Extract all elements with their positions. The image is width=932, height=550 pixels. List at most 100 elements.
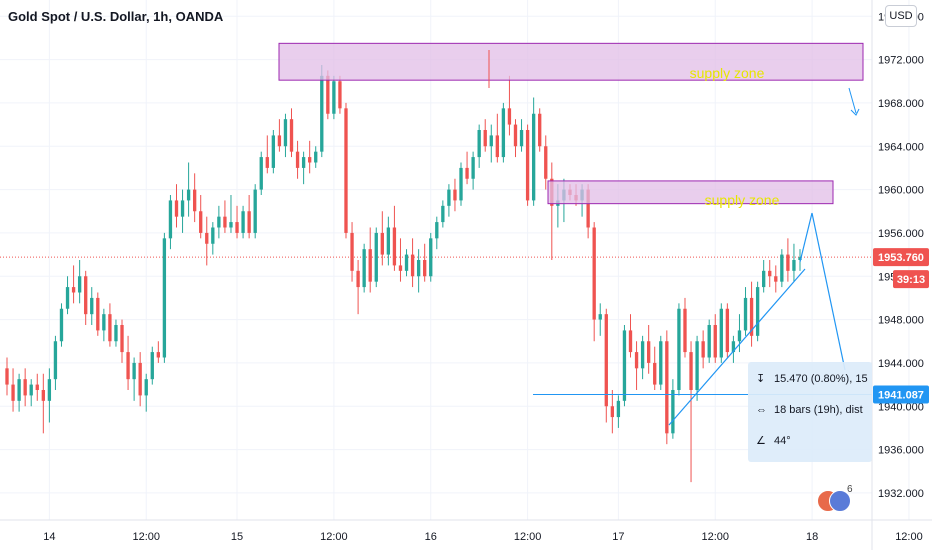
- candle-body: [755, 287, 760, 336]
- time-tick-label: 16: [425, 531, 437, 543]
- candle-body: [362, 249, 366, 288]
- candle-body: [289, 119, 294, 152]
- price-tick-label: 1968.000: [878, 98, 924, 110]
- candle-body: [186, 189, 191, 201]
- event-flag-icon: [829, 490, 851, 512]
- candle-body: [719, 308, 723, 358]
- candle-body: [798, 257, 802, 260]
- candle-body: [265, 157, 269, 168]
- supply-zone-label: supply zone: [705, 192, 780, 208]
- candle-body: [634, 352, 639, 369]
- candle-body: [295, 151, 300, 168]
- supply-zones[interactable]: supply zone supply zone: [278, 42, 864, 208]
- supply-zone-box: [547, 180, 834, 205]
- candle-body: [150, 352, 154, 380]
- candle-body: [495, 135, 499, 158]
- candle-body: [671, 390, 675, 434]
- price-tags: 1953.760 39:13 1941.087: [873, 248, 929, 404]
- event-count: 6: [847, 484, 853, 495]
- candle-body: [168, 200, 173, 239]
- time-tick-label: 12:00: [514, 531, 542, 543]
- candle-body: [277, 135, 282, 147]
- candle-body: [762, 270, 766, 288]
- candle-body: [90, 297, 94, 315]
- price-tick-label: 1956.000: [878, 228, 924, 240]
- projection-arrow: [848, 87, 857, 114]
- candle-body: [780, 254, 784, 282]
- candle-body: [416, 260, 421, 277]
- candle-body: [308, 157, 312, 163]
- candle-body: [77, 276, 82, 293]
- rising-trendline: [668, 268, 806, 426]
- candle-body: [707, 325, 711, 358]
- time-tick-label: 14: [43, 531, 55, 543]
- candle-body: [283, 119, 288, 147]
- candle-body: [65, 287, 70, 309]
- candle-body: [174, 200, 179, 217]
- projection-line-down: [811, 212, 846, 371]
- candle-body: [725, 308, 730, 353]
- countdown-tag: 39:13: [897, 274, 925, 286]
- candle-body: [235, 222, 239, 233]
- candle-body: [404, 254, 409, 271]
- measure-angle-text: 44°: [774, 435, 791, 447]
- candle-body: [156, 352, 161, 358]
- candle-body: [356, 270, 360, 288]
- measure-bars-text: 18 bars (19h), dist: [774, 404, 863, 416]
- supply-zone-box: [278, 42, 864, 81]
- candle-body: [622, 330, 627, 401]
- candle-body: [96, 297, 100, 331]
- candle-body: [665, 341, 669, 434]
- candle-body: [628, 330, 633, 353]
- current-price-tag: 1953.760: [878, 252, 924, 264]
- time-tick-label: 12:00: [132, 531, 160, 543]
- candle-body: [47, 379, 52, 401]
- candle-body: [653, 362, 657, 385]
- candle-body: [586, 189, 590, 228]
- candle-body: [132, 362, 136, 380]
- candle-body: [350, 232, 354, 271]
- candle-body: [192, 189, 197, 212]
- price-tick-label: 1940.000: [878, 401, 924, 413]
- candle-body: [519, 130, 524, 147]
- measure-popup: ↧ 15.470 (0.80%), 15 ⇔ 18 bars (19h), dist…: [748, 362, 872, 462]
- candle-body: [386, 227, 391, 255]
- price-tick-label: 1948.000: [878, 315, 924, 327]
- candle-body: [689, 352, 693, 390]
- candle-body: [41, 390, 45, 401]
- angle-icon: ∠: [756, 435, 766, 447]
- candle-body: [592, 227, 596, 320]
- candle-body: [259, 157, 263, 190]
- candle-body: [459, 167, 463, 201]
- current-price-tag-bg: [873, 248, 929, 267]
- projection-line-up: [799, 212, 813, 263]
- candle-body: [423, 260, 427, 277]
- symbol-title[interactable]: Gold Spot / U.S. Dollar, 1h, OANDA: [8, 9, 224, 24]
- candle-body: [301, 157, 306, 168]
- candle-body: [84, 276, 88, 315]
- candle-body: [610, 406, 615, 418]
- candle-body: [5, 368, 9, 385]
- price-tick-label: 1960.000: [878, 185, 924, 197]
- candle-body: [435, 222, 439, 239]
- candle-body: [144, 379, 148, 396]
- candle-body: [180, 200, 185, 217]
- candle-body: [640, 341, 645, 369]
- time-tick-label: 12:00: [895, 531, 923, 543]
- price-tick-label: 1936.000: [878, 445, 924, 457]
- candle-body: [544, 146, 548, 179]
- currency-button[interactable]: USD: [885, 5, 917, 27]
- candle-body: [320, 75, 324, 152]
- time-tick-label: 15: [231, 531, 243, 543]
- candle-body: [392, 227, 397, 266]
- events-logo[interactable]: 6: [817, 484, 853, 512]
- candle-body: [525, 130, 530, 201]
- candle-body: [17, 379, 21, 401]
- price-tick-label: 1944.000: [878, 358, 924, 370]
- candle-body: [489, 135, 493, 147]
- measured-price-tag: 1941.087: [878, 389, 924, 401]
- candle-body: [199, 211, 203, 233]
- candle-body: [659, 341, 663, 385]
- time-axis[interactable]: 14 12:00 15 12:00 16 12:00 17 12:00 18 12:00: [0, 519, 932, 543]
